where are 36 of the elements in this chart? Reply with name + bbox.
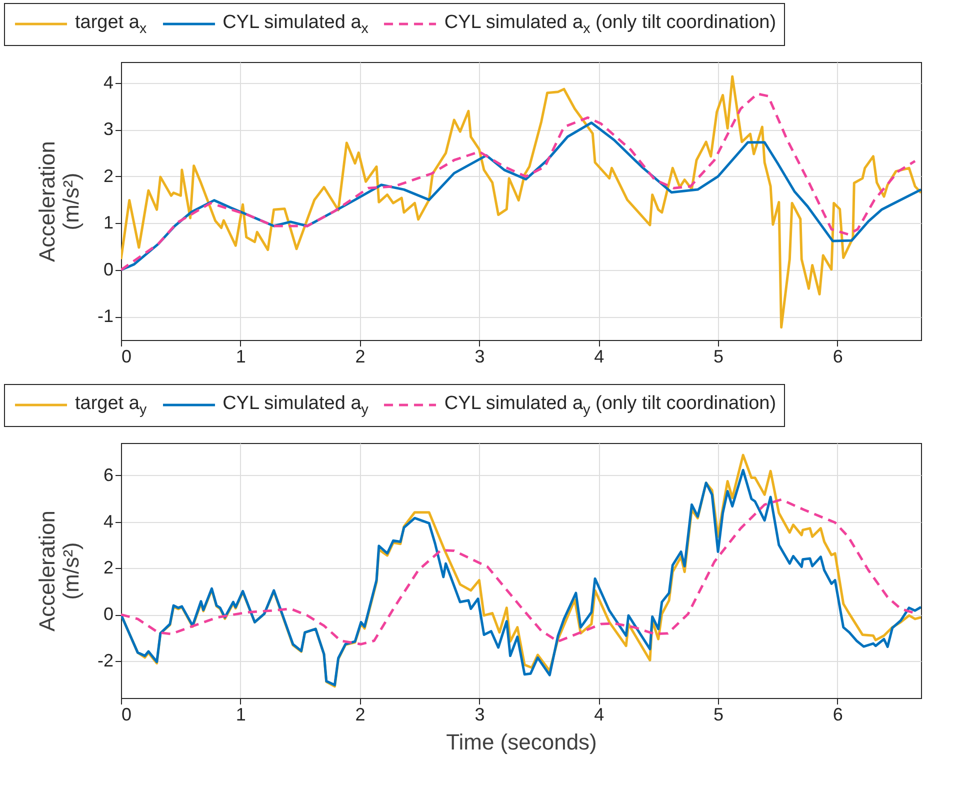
y-tick-label: 3 (103, 119, 114, 140)
y-axis-title: Acceleration (m/s²) (34, 510, 84, 632)
x-tick-label: 6 (832, 346, 843, 366)
x-tick-label: 4 (594, 704, 604, 724)
x-tick-label: 0 (122, 704, 132, 724)
line-series (121, 92, 916, 271)
y-axis-title: Acceleration (m/s²) (34, 140, 84, 262)
x-tick-label: 5 (714, 704, 724, 724)
x-tick-label: 1 (236, 704, 246, 724)
legend-label: CYL simulated a$_{y}$ (222, 392, 368, 418)
y-tick-label: 6 (103, 464, 114, 485)
y-tick-label: 2 (103, 557, 114, 578)
line-series (121, 75, 921, 328)
x-tick-label: 1 (236, 346, 246, 366)
x-tick-label: 3 (474, 704, 485, 724)
y-tick-label: 1 (103, 212, 114, 232)
legend-label: CYL simulated a$_{y}$ (only tilt coordination) (444, 392, 776, 418)
y-tick-label: 0 (103, 259, 114, 280)
x-tick-label: 0 (122, 346, 132, 366)
x-tick-label: 2 (355, 346, 366, 366)
x-tick-label: 3 (474, 346, 485, 366)
legend-label: CYL simulated a$_{x}$ (only tilt coordination) (444, 12, 776, 37)
y-tick-label: 4 (103, 72, 114, 92)
legend-label: target a$_{x}$ (75, 12, 147, 37)
x-tick-label: 5 (714, 346, 724, 366)
x-tick-label: 4 (594, 346, 604, 366)
y-tick-label: -2 (97, 650, 114, 670)
y-tick-label: 2 (103, 166, 114, 186)
legend-label: CYL simulated a$_{x}$ (222, 12, 368, 37)
y-tick-label: 4 (103, 510, 114, 531)
x-axis-title: Time (seconds) (446, 729, 597, 754)
x-tick-label: 2 (355, 704, 366, 724)
legend-label: target a$_{y}$ (75, 392, 147, 418)
x-tick-label: 6 (832, 704, 843, 724)
y-tick-label: -1 (97, 306, 114, 326)
y-tick-label: 0 (103, 604, 114, 624)
